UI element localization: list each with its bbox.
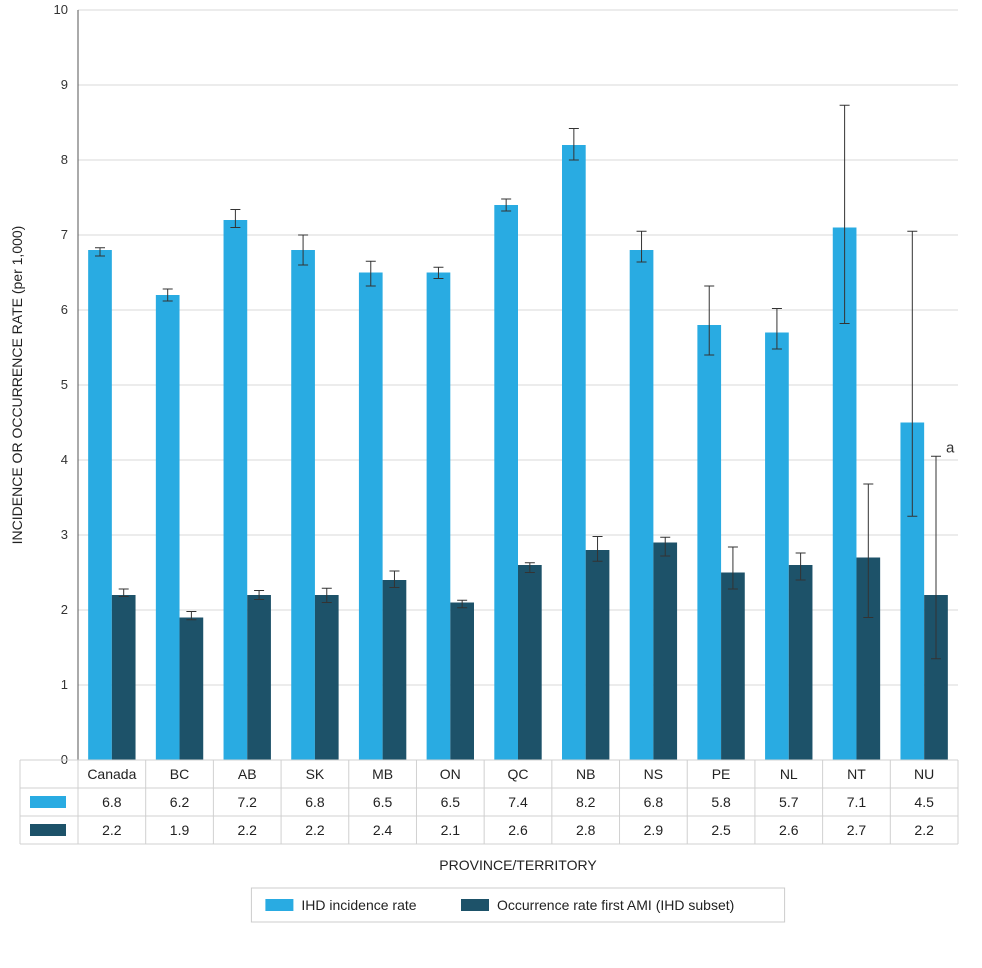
table-cell: 8.2 [576,794,596,810]
svg-text:6: 6 [61,302,68,317]
svg-text:5: 5 [61,377,68,392]
table-cell: 6.2 [170,794,190,810]
table-cell: 5.8 [711,794,731,810]
x-axis-title: PROVINCE/TERRITORY [439,857,597,873]
svg-text:3: 3 [61,527,68,542]
chart-svg: 012345678910aINCIDENCE OR OCCURRENCE RAT… [0,0,982,968]
bar-ami-mb [383,580,407,760]
table-cell: 2.5 [711,822,731,838]
table-cell: 7.4 [508,794,528,810]
table-cell: 7.1 [847,794,867,810]
legend-label: Occurrence rate first AMI (IHD subset) [497,897,734,913]
bar-ami-nb [586,550,610,760]
bar-ami-ab [247,595,271,760]
bar-ami-on [450,603,474,761]
svg-text:9: 9 [61,77,68,92]
bar-ihd-ab [224,220,248,760]
annotation: a [946,440,955,457]
table-swatch [30,796,66,808]
table-cell: 6.5 [441,794,461,810]
category-label: QC [508,766,529,782]
bar-ami-nl [789,565,813,760]
bar-ihd-ns [630,250,654,760]
svg-text:7: 7 [61,227,68,242]
legend-label: IHD incidence rate [301,897,416,913]
bar-ihd-mb [359,273,383,761]
bar-ihd-qc [494,205,518,760]
bar-ihd-bc [156,295,180,760]
legend-swatch [265,899,293,911]
chart-container: 012345678910aINCIDENCE OR OCCURRENCE RAT… [0,0,982,968]
category-label: Canada [87,766,136,782]
table-cell: 5.7 [779,794,799,810]
table-cell: 6.8 [102,794,122,810]
table-cell: 2.7 [847,822,867,838]
bar-ami-pe [721,573,745,761]
bar-ihd-sk [291,250,315,760]
table-cell: 2.6 [779,822,799,838]
bar-ihd-pe [697,325,721,760]
svg-text:10: 10 [54,2,68,17]
table-cell: 2.2 [305,822,325,838]
category-label: NL [780,766,798,782]
category-label: AB [238,766,257,782]
category-label: SK [306,766,325,782]
table-cell: 2.4 [373,822,393,838]
svg-text:1: 1 [61,677,68,692]
table-swatch [30,824,66,836]
bar-ami-qc [518,565,542,760]
category-label: PE [712,766,731,782]
bar-ihd-nb [562,145,586,760]
y-axis-title: INCIDENCE OR OCCURRENCE RATE (per 1,000) [9,226,25,545]
category-label: NU [914,766,934,782]
table-cell: 2.9 [644,822,664,838]
table-cell: 2.8 [576,822,596,838]
bar-ihd-canada [88,250,112,760]
bar-ami-bc [180,618,204,761]
table-cell: 6.8 [644,794,664,810]
table-cell: 2.1 [441,822,461,838]
table-cell: 1.9 [170,822,190,838]
category-label: MB [372,766,393,782]
table-cell: 2.2 [102,822,122,838]
bar-ihd-on [427,273,451,761]
table-cell: 2.6 [508,822,528,838]
category-label: BC [170,766,189,782]
bar-ami-ns [653,543,677,761]
table-cell: 2.2 [914,822,934,838]
bar-ihd-nl [765,333,789,761]
category-label: NT [847,766,866,782]
category-label: NB [576,766,595,782]
table-cell: 4.5 [914,794,934,810]
svg-text:8: 8 [61,152,68,167]
table-cell: 6.5 [373,794,393,810]
category-label: ON [440,766,461,782]
category-label: NS [644,766,663,782]
svg-text:2: 2 [61,602,68,617]
bar-ami-sk [315,595,339,760]
table-cell: 6.8 [305,794,325,810]
table-cell: 7.2 [237,794,257,810]
legend-swatch [461,899,489,911]
bar-ami-canada [112,595,136,760]
table-cell: 2.2 [237,822,257,838]
svg-text:4: 4 [61,452,68,467]
